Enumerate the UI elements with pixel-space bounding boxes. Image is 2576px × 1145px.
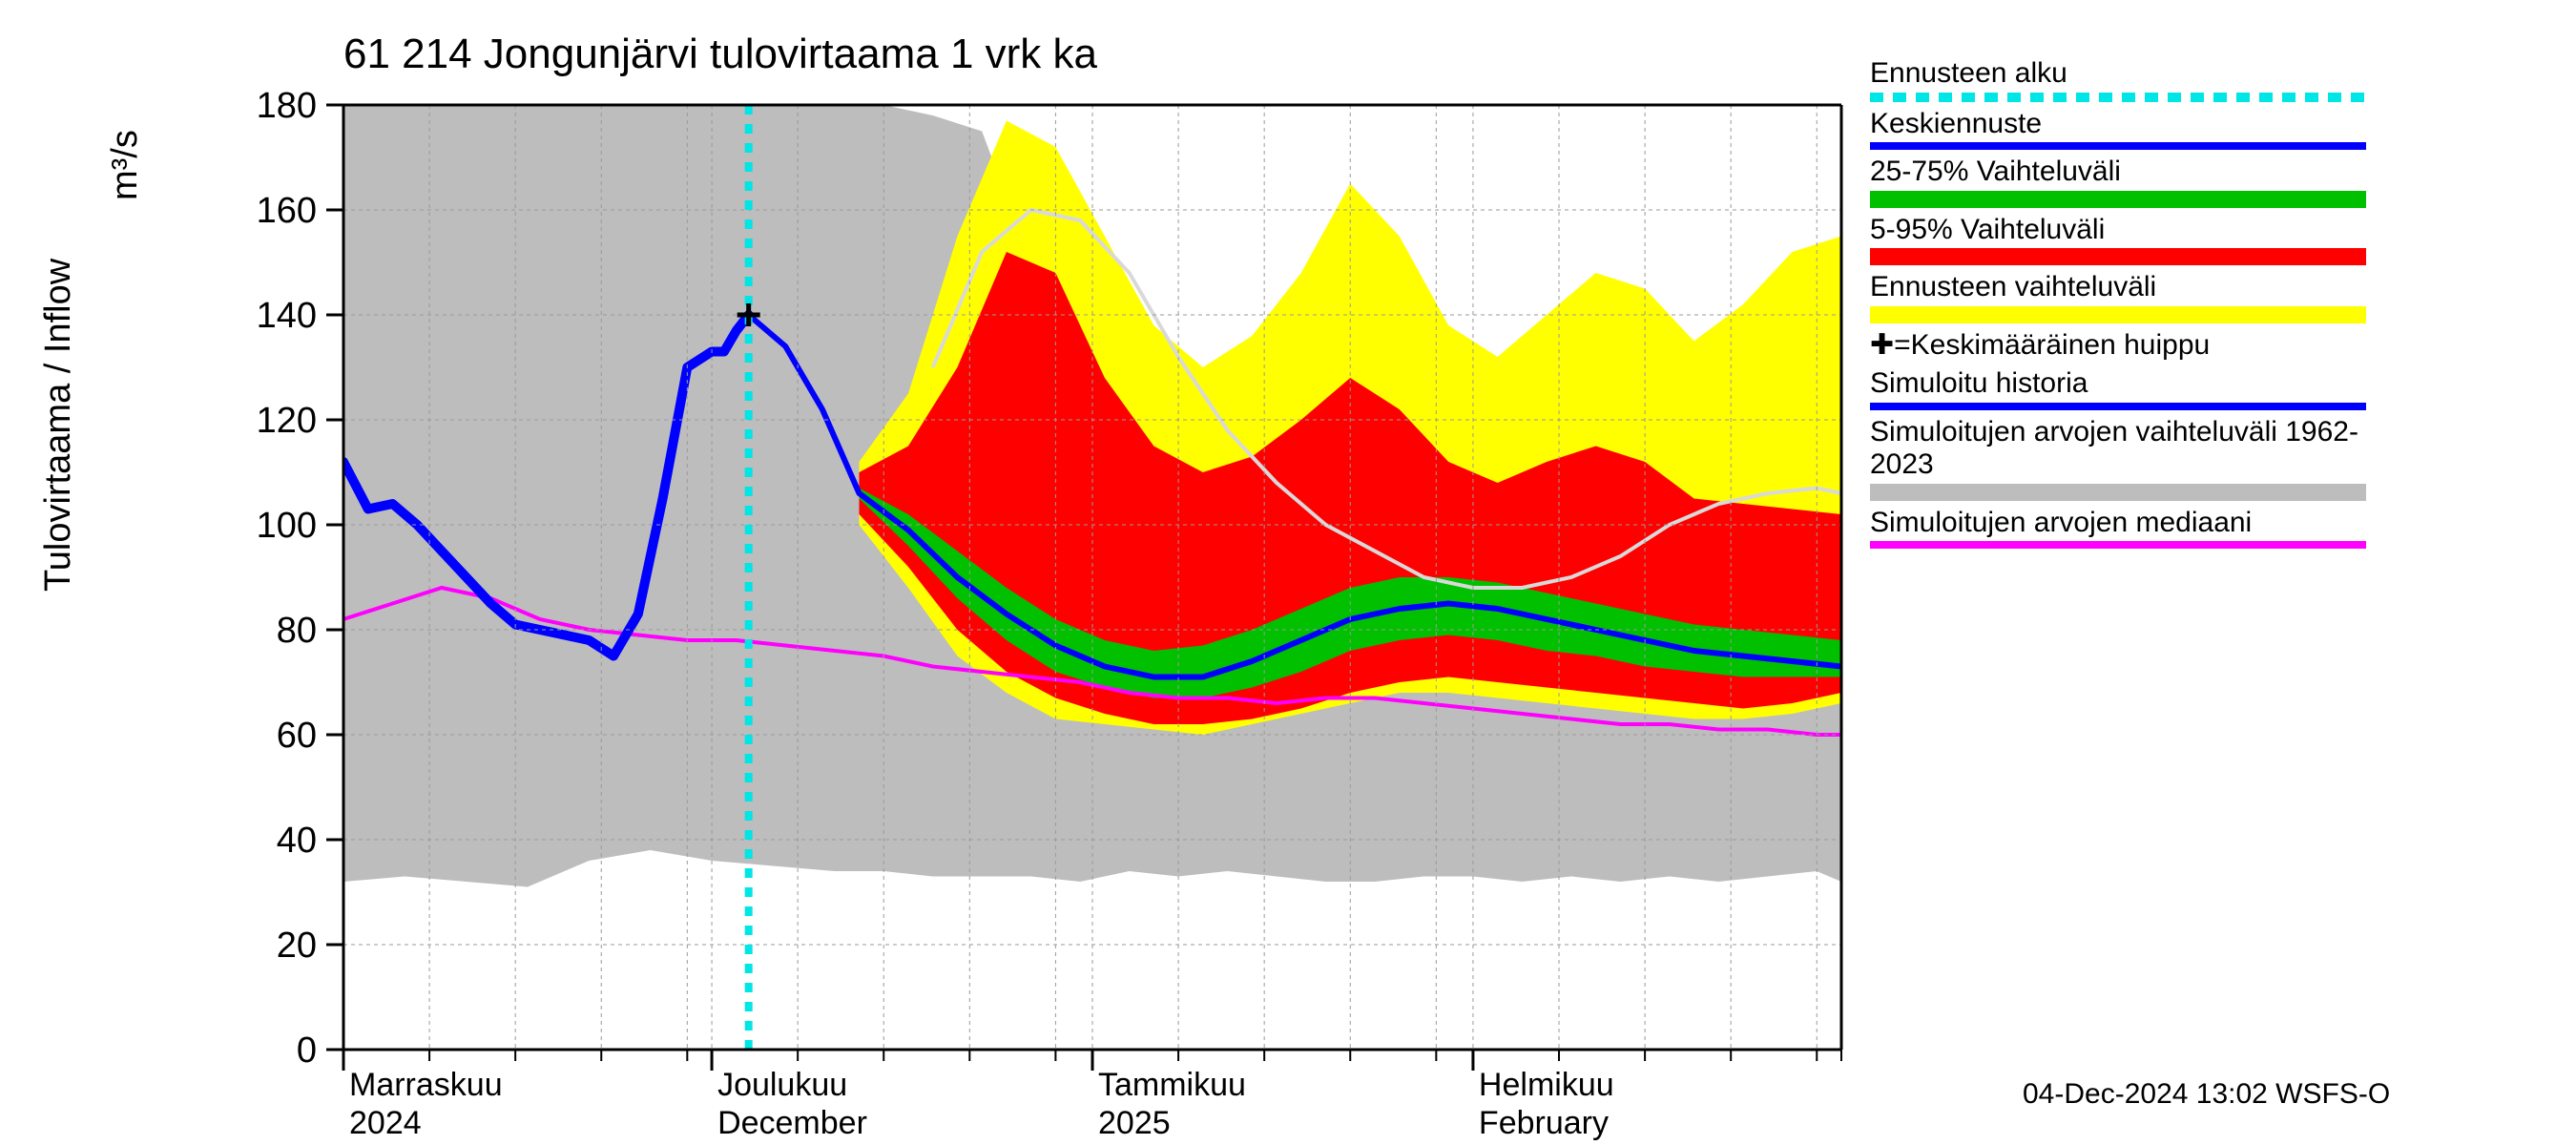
legend-label: Simuloitu historia (1870, 367, 2366, 401)
legend-swatch (1870, 484, 2366, 501)
legend-item: Ennusteen vaihteluväli (1870, 271, 2366, 323)
legend-item: Simuloitu historia (1870, 367, 2366, 410)
y-axis-unit: m³/s (105, 130, 146, 200)
svg-text:2025: 2025 (1098, 1105, 1171, 1141)
legend-item: 5-95% Vaihteluväli (1870, 214, 2366, 266)
svg-text:2024: 2024 (349, 1105, 422, 1141)
legend-label: Simuloitujen arvojen vaihteluväli 1962-2… (1870, 416, 2366, 482)
svg-text:120: 120 (257, 401, 317, 441)
legend-line (1870, 403, 2366, 410)
svg-text:Joulukuu: Joulukuu (717, 1067, 847, 1103)
legend-line (1870, 142, 2366, 150)
svg-text:Marraskuu: Marraskuu (349, 1067, 503, 1103)
y-axis-label: Tulovirtaama / Inflow (38, 259, 79, 592)
svg-text:80: 80 (277, 611, 317, 651)
legend-label: ✚=Keskimääräinen huippu (1870, 329, 2366, 363)
legend-label: Keskiennuste (1870, 108, 2366, 141)
legend-swatch (1870, 248, 2366, 265)
legend-label: Ennusteen vaihteluväli (1870, 271, 2366, 304)
svg-text:0: 0 (297, 1030, 317, 1071)
legend-item: Simuloitujen arvojen mediaani (1870, 507, 2366, 550)
legend-item: ✚=Keskimääräinen huippu (1870, 329, 2366, 363)
svg-text:140: 140 (257, 296, 317, 336)
svg-text:Tammikuu: Tammikuu (1098, 1067, 1246, 1103)
legend-line (1870, 541, 2366, 549)
chart-title: 61 214 Jongunjärvi tulovirtaama 1 vrk ka (343, 31, 1097, 78)
legend-swatch (1870, 191, 2366, 208)
svg-text:February: February (1479, 1105, 1609, 1141)
legend-label: 5-95% Vaihteluväli (1870, 214, 2366, 247)
svg-text:100: 100 (257, 506, 317, 546)
footer-timestamp: 04-Dec-2024 13:02 WSFS-O (2023, 1078, 2390, 1111)
svg-text:December: December (717, 1105, 867, 1141)
svg-text:160: 160 (257, 191, 317, 231)
chart-container: 61 214 Jongunjärvi tulovirtaama 1 vrk ka… (0, 0, 2576, 1145)
legend-label: Simuloitujen arvojen mediaani (1870, 507, 2366, 540)
svg-text:40: 40 (277, 821, 317, 861)
legend-item: Simuloitujen arvojen vaihteluväli 1962-2… (1870, 416, 2366, 501)
legend-dashline (1870, 93, 2366, 102)
legend-swatch (1870, 306, 2366, 323)
legend-item: Ennusteen alku (1870, 57, 2366, 102)
legend-label: 25-75% Vaihteluväli (1870, 156, 2366, 189)
svg-text:Helmikuu: Helmikuu (1479, 1067, 1614, 1103)
svg-text:180: 180 (257, 86, 317, 126)
svg-text:60: 60 (277, 716, 317, 756)
legend-item: Keskiennuste (1870, 108, 2366, 151)
legend-label: Ennusteen alku (1870, 57, 2366, 91)
legend-item: 25-75% Vaihteluväli (1870, 156, 2366, 208)
legend: Ennusteen alku Keskiennuste 25-75% Vaihtel… (1870, 57, 2366, 554)
svg-text:20: 20 (277, 926, 317, 966)
